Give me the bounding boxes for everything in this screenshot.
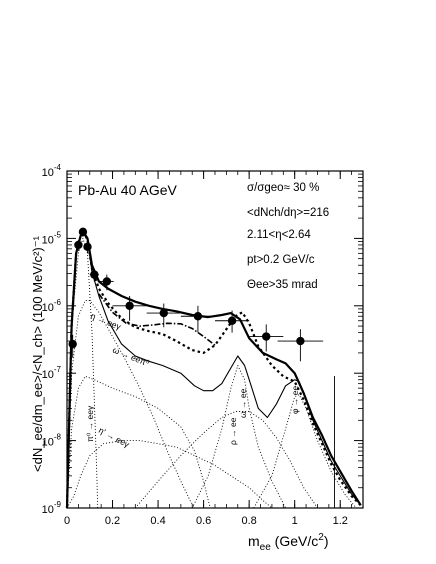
plot-frame (66, 170, 364, 509)
data-point (262, 332, 271, 341)
curve-solid-thick (65, 232, 362, 509)
curve-etaprime-dalitz (66, 440, 273, 509)
channel-label-phi-ee: φ → ee (290, 386, 300, 414)
y-tick-label: 10-8 (42, 433, 62, 449)
y-tick-label-base: 10 (42, 302, 54, 314)
x-tick-label: 1.2 (333, 515, 348, 527)
x-tick-label: 0.6 (196, 515, 211, 527)
data-point (227, 316, 237, 325)
data-point (90, 270, 99, 279)
model-curves (65, 232, 362, 509)
x-tick-label: 0.8 (242, 515, 257, 527)
data-points (68, 227, 337, 509)
eta-range-label: 2.11<η<2.64 (247, 229, 311, 241)
channel-label-omega-dalitz: ω → eeπ⁰ (111, 345, 151, 369)
curve-omega-dalitz (66, 375, 211, 509)
y-tick-label-exp: -9 (54, 500, 62, 509)
x-axis-title-unit: (GeV/c (271, 533, 318, 549)
y-tick-label-base: 10 (42, 167, 54, 179)
y-tick-label-exp: -8 (54, 433, 62, 442)
data-point (78, 227, 88, 237)
y-tick-label: 10-7 (42, 365, 62, 381)
y-tick-label-base: 10 (42, 437, 54, 449)
system-label: Pb-Au 40 AGeV (78, 182, 178, 198)
x-tick-label: 1 (292, 515, 298, 527)
y-axis-title: <dN_ee/dm_ee>/<N_ch> (100 MeV/c²)⁻¹ (30, 235, 45, 472)
y-tick-label: 10-4 (42, 163, 62, 179)
channel-label-rho-ee: ρ → ee (228, 417, 238, 445)
x-axis-title: mee (GeV/c2) (248, 532, 329, 553)
x-axis-title-sub: ee (260, 542, 272, 553)
data-point (74, 240, 83, 250)
y-tick-label-base: 10 (42, 369, 54, 381)
pt-cut-label: pt>0.2 GeV/c (247, 254, 315, 266)
y-tick-label-exp: -5 (54, 230, 62, 239)
x-tick-label: 0 (64, 515, 70, 527)
data-point (125, 301, 134, 310)
x-tick-label: 0.4 (150, 515, 165, 527)
y-tick-label: 10-9 (42, 500, 62, 516)
x-axis-title-close: ) (324, 533, 329, 549)
data-point (68, 339, 77, 349)
y-tick-label-base: 10 (42, 234, 54, 246)
y-tick-label-exp: -7 (54, 365, 62, 374)
curve-dashed-thick (65, 232, 362, 509)
curve-solid-thin (66, 232, 362, 509)
data-point (83, 242, 92, 252)
channel-label-omega-ee: ω → ee (238, 388, 248, 418)
channel-label-pi0-dalitz: π⁰ → eeγ (85, 405, 95, 442)
channel-label-etaprime-dalitz: η' → eeγ (97, 425, 132, 450)
data-point (193, 312, 203, 321)
x-axis-title-sup: 2 (318, 532, 324, 543)
curve-dotdash (98, 293, 216, 346)
curve-omega-ee (191, 365, 287, 509)
x-tick-label: 0.2 (105, 515, 120, 527)
curve-eta-dalitz (66, 300, 195, 509)
y-tick-label-exp: -6 (54, 298, 62, 307)
axis-ticks: 0 0.2 0.4 0.6 0.8 1 1.210-910-810-710-610-510-… (42, 163, 364, 527)
x-axis-title-main: m (248, 533, 260, 549)
theta-cut-label: Θee>35 mrad (247, 279, 318, 291)
data-point (102, 277, 112, 286)
y-tick-label-exp: -4 (54, 163, 62, 172)
data-point (296, 336, 305, 346)
curve-rho-ee (134, 411, 318, 509)
y-tick-label: 10-5 (42, 230, 62, 246)
channel-label-eta-dalitz: η → eeγ (89, 311, 123, 332)
multiplicity-label: <dNch/dη>=216 (247, 207, 329, 219)
centrality-label: σ/σgeo≈ 30 % (247, 182, 319, 194)
data-point (159, 308, 168, 318)
y-tick-label: 10-6 (42, 298, 62, 314)
curve-phi-ee (253, 394, 357, 509)
y-tick-label-base: 10 (42, 504, 54, 516)
